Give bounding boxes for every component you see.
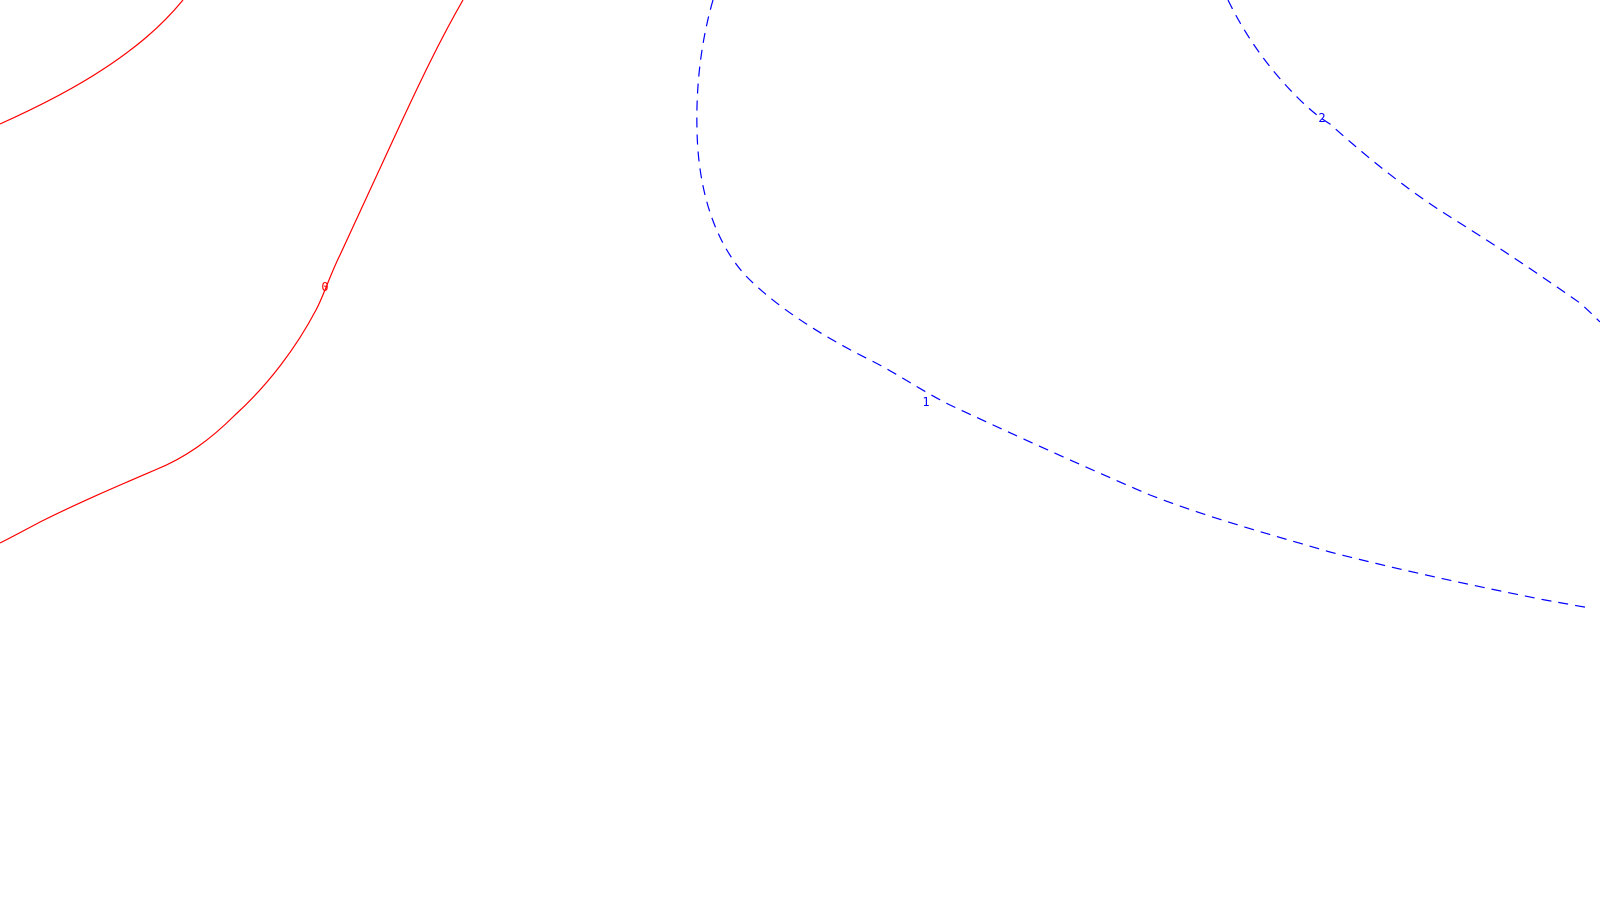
contour-0-label: 0 [321,280,328,294]
contour-2-line [1227,0,1600,323]
contour-2-label: 2 [1318,111,1325,125]
contour-0-line-upper [0,0,184,125]
contour-1-line [696,0,1591,609]
contour-1-label: 1 [922,395,929,409]
contour-0-line-lower [0,0,464,544]
